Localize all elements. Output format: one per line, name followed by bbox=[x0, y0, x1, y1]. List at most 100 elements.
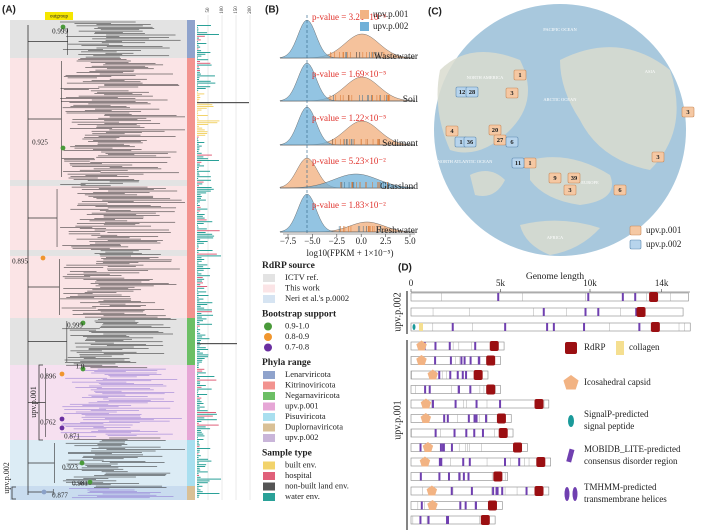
group-label: upv.p.002 bbox=[392, 292, 403, 331]
sample-bar bbox=[197, 322, 200, 323]
sample-bar bbox=[197, 109, 202, 111]
sample-bar bbox=[197, 260, 202, 262]
sample-bar bbox=[197, 199, 206, 201]
rdrp bbox=[480, 515, 490, 525]
sample-bar bbox=[197, 415, 213, 417]
x-tick-label: 14k bbox=[655, 278, 669, 288]
disorder-region bbox=[458, 472, 461, 481]
sample-bar bbox=[197, 340, 202, 341]
sample-bar bbox=[197, 28, 199, 30]
genome bbox=[410, 428, 514, 438]
sample-bar bbox=[197, 469, 201, 471]
region-label: NORTH AMERICA bbox=[467, 75, 505, 80]
sample-bar bbox=[197, 448, 211, 449]
genome bbox=[410, 322, 691, 332]
sample-bar bbox=[197, 163, 200, 165]
sample-bar bbox=[197, 107, 207, 109]
marker-label: 6 bbox=[618, 187, 622, 194]
panel-label: (B) bbox=[265, 5, 279, 16]
collagen bbox=[419, 323, 423, 331]
sample-bar bbox=[197, 372, 206, 374]
sample-bar bbox=[197, 176, 211, 178]
genome bbox=[410, 307, 684, 317]
bar-tick-label: 200 bbox=[248, 6, 253, 14]
disorder-region bbox=[473, 429, 476, 437]
sample-bar bbox=[197, 221, 213, 223]
landmass bbox=[437, 52, 528, 153]
sample-bar bbox=[197, 129, 205, 131]
rdrp bbox=[636, 307, 646, 317]
legend-item: Icosahedral capsid bbox=[584, 377, 651, 387]
capsid bbox=[420, 398, 432, 409]
sample-bar bbox=[197, 493, 220, 494]
sample-bar bbox=[197, 358, 205, 359]
x-tick-label: 0.0 bbox=[356, 236, 368, 246]
rdrp bbox=[534, 486, 544, 496]
p-value: p-value = 5.23×10⁻² bbox=[312, 156, 386, 166]
sample-bar bbox=[197, 48, 199, 50]
p-value: p-value = 3.21×10⁻⁵ bbox=[312, 12, 386, 22]
landmass bbox=[520, 220, 600, 255]
disorder-region bbox=[475, 400, 478, 408]
habitat-label: Sediment bbox=[382, 139, 418, 149]
sample-bar bbox=[197, 350, 200, 352]
sample-bar bbox=[197, 466, 206, 467]
legend-item: water env. bbox=[285, 491, 320, 501]
sample-bar bbox=[197, 235, 215, 237]
sample-bar bbox=[197, 421, 202, 422]
landmass bbox=[560, 47, 677, 171]
clade-band bbox=[10, 250, 187, 256]
sample-bar bbox=[197, 458, 209, 460]
bootstrap-dot bbox=[60, 24, 66, 30]
disorder-region bbox=[475, 414, 478, 423]
sample-bar bbox=[197, 196, 202, 197]
sample-bar bbox=[197, 43, 207, 44]
sample-bar bbox=[197, 419, 217, 421]
sample-bar bbox=[197, 460, 212, 462]
sample-bar bbox=[197, 35, 205, 37]
disorder-region bbox=[462, 472, 465, 481]
disorder-region bbox=[456, 371, 459, 379]
sample-bar bbox=[197, 361, 202, 363]
group-label: upv.p.001 bbox=[392, 400, 403, 439]
sample-bar bbox=[197, 404, 200, 406]
sample-bar bbox=[197, 268, 211, 269]
sample-bar bbox=[197, 147, 200, 149]
sample-bar bbox=[197, 437, 199, 439]
legend-swatch bbox=[263, 284, 275, 293]
sample-bar bbox=[197, 431, 202, 433]
sample-bar bbox=[197, 98, 200, 100]
disorder-region bbox=[465, 429, 468, 437]
disorder-region bbox=[583, 323, 586, 331]
legend-item: upv.p.002 bbox=[646, 239, 681, 249]
disorder-region bbox=[434, 342, 437, 350]
sample-bar bbox=[197, 115, 208, 116]
sample-bar bbox=[197, 383, 201, 385]
map-marker bbox=[511, 157, 525, 169]
sample-bar bbox=[197, 408, 200, 410]
map-marker bbox=[505, 136, 519, 148]
x-tick-label: 10k bbox=[583, 278, 597, 288]
sample-bar bbox=[197, 336, 203, 338]
sample-bar bbox=[197, 496, 199, 498]
sample-bar bbox=[197, 451, 200, 453]
x-tick-label: 2.5 bbox=[380, 236, 392, 246]
legend-item: transmembrane helices bbox=[584, 494, 667, 504]
disorder-region bbox=[474, 342, 477, 350]
sample-bar bbox=[197, 428, 211, 430]
sample-bar bbox=[197, 262, 199, 264]
bootstrap-label: 0.762 bbox=[40, 419, 56, 427]
sample-bar bbox=[197, 482, 208, 484]
sample-bar bbox=[197, 232, 206, 233]
sample-bar bbox=[197, 158, 209, 160]
capsid bbox=[419, 456, 431, 467]
panel-label: (C) bbox=[428, 7, 442, 18]
genome bbox=[410, 414, 512, 423]
x-axis-label: log10(FPKM + 1×10⁻⁵) bbox=[306, 248, 393, 258]
sample-bar bbox=[197, 192, 207, 194]
legend-icon bbox=[616, 341, 624, 355]
sample-bar bbox=[197, 160, 219, 161]
bootstrap-label: 0.871 bbox=[64, 433, 80, 441]
sample-bar bbox=[197, 111, 199, 113]
map-marker bbox=[613, 184, 627, 196]
